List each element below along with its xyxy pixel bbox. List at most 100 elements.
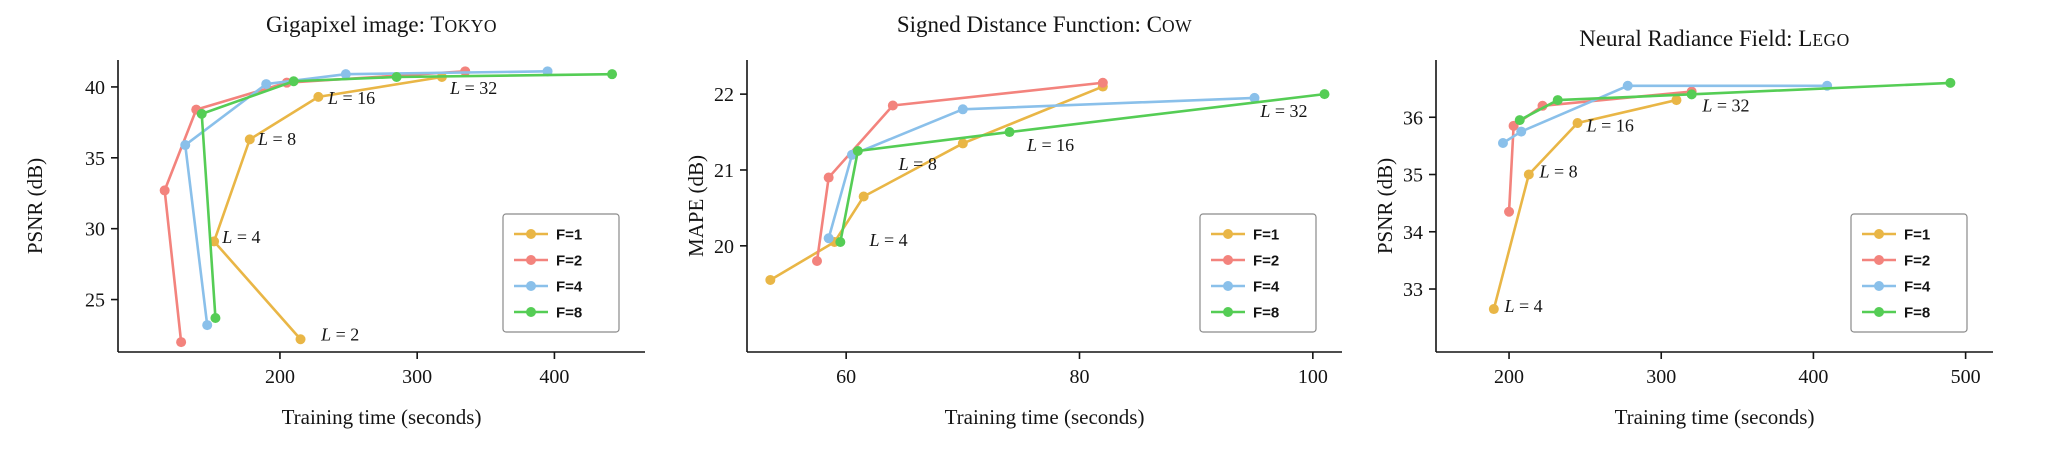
x-tick-label: 400 xyxy=(1798,366,1828,388)
legend-label: F=1 xyxy=(1904,227,1930,244)
x-tick-label: 500 xyxy=(1951,366,1981,388)
legend-entry: F=8 xyxy=(514,305,582,322)
x-tick-label: 300 xyxy=(402,366,432,388)
y-tick-label: 35 xyxy=(85,148,105,170)
legend-marker xyxy=(526,281,536,291)
y-tick-label: 25 xyxy=(85,290,105,312)
data-point xyxy=(1552,95,1563,106)
series-F-2 xyxy=(812,77,1108,266)
data-point xyxy=(1097,77,1108,88)
series-F-1 xyxy=(209,72,447,345)
series-line xyxy=(1501,84,1829,145)
chart-sdf-cow: Signed Distance Function: COW 60 80 100 20 21… xyxy=(684,12,1342,429)
data-point xyxy=(835,237,846,248)
y-tick-label: 20 xyxy=(714,236,734,258)
data-point xyxy=(196,108,207,119)
legend-box xyxy=(1850,213,1968,333)
annotation-label: L = 4 xyxy=(869,230,908,250)
annotation-label: L = 4 xyxy=(221,227,260,247)
series-line xyxy=(1492,98,1678,311)
legend-entry: F=2 xyxy=(1862,253,1930,270)
legend-label: F=2 xyxy=(1904,253,1930,270)
series-line xyxy=(183,70,549,327)
legend-entry: F=8 xyxy=(1862,305,1930,322)
data-point xyxy=(957,104,968,115)
series-F-8 xyxy=(196,69,618,323)
data-point xyxy=(1516,126,1527,137)
data-point xyxy=(887,100,898,111)
legend-label: F=1 xyxy=(556,227,582,244)
chart-nerf-lego: Neural Radiance Field: LEGO 200 300 400 500 3… xyxy=(1373,26,1993,429)
x-tick-label: 80 xyxy=(1070,366,1090,388)
data-point xyxy=(202,320,213,331)
x-tick-label: 200 xyxy=(265,366,295,388)
data-point xyxy=(1622,80,1633,91)
series-line xyxy=(827,96,1256,240)
series-F-4 xyxy=(180,66,553,331)
legend-entry: F=8 xyxy=(1211,305,1279,322)
data-point xyxy=(1671,95,1682,106)
legend-label: F=8 xyxy=(1904,305,1930,322)
legend-entry: F=4 xyxy=(1862,279,1931,296)
annotation-label: L = 32 xyxy=(449,78,497,98)
legend-box xyxy=(1199,213,1317,333)
legend-marker xyxy=(526,255,536,265)
data-point xyxy=(340,69,351,80)
legend-marker xyxy=(1874,307,1884,317)
x-axis-label: Training time (seconds) xyxy=(945,405,1145,429)
legend-marker xyxy=(1874,281,1884,291)
x-tick-label: 200 xyxy=(1494,366,1524,388)
chart-gigapixel-tokyo: Gigapixel image: TOKYO 200 300 400 25 30 35 40 T… xyxy=(23,12,645,429)
legend-marker xyxy=(1223,307,1233,317)
series-F-2 xyxy=(1504,86,1697,217)
y-tick-label: 34 xyxy=(1403,222,1423,244)
data-point xyxy=(180,140,191,151)
annotation-label: L = 32 xyxy=(1701,96,1749,116)
y-tick-label: 21 xyxy=(714,160,734,182)
series-line xyxy=(839,92,1326,244)
data-point xyxy=(391,72,402,83)
y-tick-label: 35 xyxy=(1403,165,1423,187)
y-tick-label: 33 xyxy=(1403,279,1423,301)
legend-label: F=8 xyxy=(1253,305,1279,322)
series-F-4 xyxy=(823,92,1260,244)
annotation-label: L = 4 xyxy=(1503,296,1542,316)
y-tick-label: 36 xyxy=(1403,107,1423,129)
series-F-2 xyxy=(159,66,471,348)
data-point xyxy=(852,146,863,157)
data-point xyxy=(295,334,306,345)
annotation-label: L = 2 xyxy=(320,325,359,345)
data-point xyxy=(1488,304,1499,315)
data-point xyxy=(210,312,221,323)
data-point xyxy=(1497,138,1508,149)
legend-marker xyxy=(1874,255,1884,265)
y-tick-label: 40 xyxy=(85,77,105,99)
legend-entry: F=2 xyxy=(514,253,582,270)
data-point xyxy=(1945,77,1956,88)
series-F-8 xyxy=(835,89,1330,248)
legend-marker xyxy=(526,307,536,317)
x-tick-label: 60 xyxy=(836,366,856,388)
y-axis-label: MAPE (dB) xyxy=(684,155,708,257)
legend-marker xyxy=(1874,229,1884,239)
data-point xyxy=(957,138,968,149)
y-axis-label: PSNR (dB) xyxy=(1373,158,1397,254)
annotation-label: L = 8 xyxy=(1538,161,1577,181)
data-point xyxy=(1523,169,1534,180)
legend-entry: F=2 xyxy=(1211,253,1279,270)
data-point xyxy=(288,76,299,87)
x-tick-label: 100 xyxy=(1298,366,1328,388)
data-point xyxy=(823,233,834,244)
legend-label: F=2 xyxy=(1253,253,1279,270)
data-point xyxy=(313,91,324,102)
annotation-label: L = 16 xyxy=(1026,135,1074,155)
series-line xyxy=(815,81,1105,263)
series-F-8 xyxy=(1514,77,1956,126)
legend-entry: F=4 xyxy=(514,279,583,296)
legend-entry: F=1 xyxy=(1211,227,1279,244)
chart-title: Gigapixel image: TOKYO xyxy=(266,12,497,37)
data-point xyxy=(244,134,255,145)
data-point xyxy=(1504,206,1515,217)
legend-label: F=1 xyxy=(1253,227,1279,244)
